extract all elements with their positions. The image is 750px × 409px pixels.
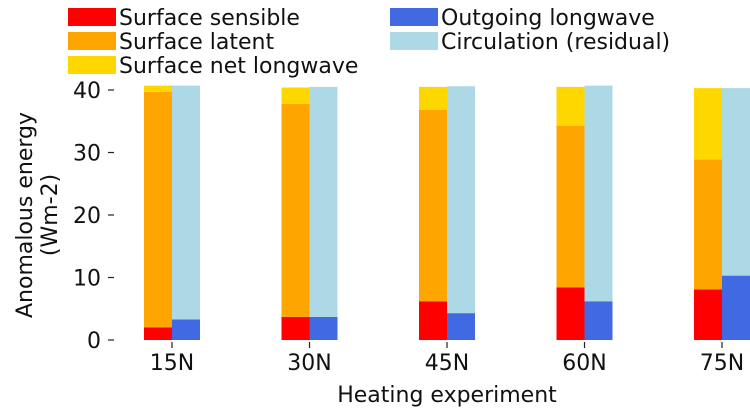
x-tick-label: 30N: [287, 351, 331, 376]
bar-surface-sensible-30n: [281, 316, 310, 340]
bar-outgoing-longwave-60n: [584, 301, 613, 340]
bar-surface-sensible-15n: [144, 327, 172, 340]
legend: Surface sensible Outgoing longwave Surface…: [68, 6, 670, 79]
bar-surface-latent-75n: [694, 159, 722, 290]
y-tick-label: 10: [73, 267, 101, 292]
bar-surface-sensible-60n: [556, 287, 585, 340]
bar-surface-net-longwave-60n: [556, 86, 585, 126]
bar-surface-latent-30n: [281, 103, 310, 317]
legend-swatch-outgoing-longwave: [390, 8, 438, 26]
y-axis-label-line2: (Wm-2): [38, 174, 63, 256]
bar-outgoing-longwave-45n: [447, 313, 475, 340]
y-tick-label: 0: [87, 329, 101, 354]
legend-swatch-surface-latent: [68, 32, 116, 50]
bar-surface-net-longwave-15n: [144, 85, 172, 92]
y-axis-label: Anomalous energy (Wm-2): [13, 112, 63, 318]
bar-circulation-residual-30n: [309, 86, 338, 317]
bar-surface-net-longwave-45n: [419, 86, 447, 110]
legend-label-surface-sensible: Surface sensible: [119, 6, 300, 31]
bar-surface-net-longwave-30n: [281, 87, 310, 104]
legend-label-surface-net-longwave: Surface net longwave: [119, 54, 358, 79]
legend-swatch-surface-sensible: [68, 8, 116, 26]
y-axis: 0 10 20 30 40: [73, 79, 114, 354]
x-tick-label: 75N: [700, 351, 744, 376]
x-axis: 15N 30N 45N 60N 75N: [150, 342, 744, 376]
bars-layer: [144, 85, 750, 340]
bar-surface-latent-15n: [144, 91, 172, 328]
bar-surface-net-longwave-75n: [694, 88, 722, 160]
legend-label-circulation-residual: Circulation (residual): [441, 30, 670, 55]
x-tick-label: 15N: [150, 351, 194, 376]
legend-label-outgoing-longwave: Outgoing longwave: [441, 6, 655, 31]
y-tick-label: 40: [73, 79, 101, 104]
bar-outgoing-longwave-15n: [172, 319, 200, 340]
x-axis-label: Heating experiment: [337, 383, 557, 408]
bar-surface-sensible-45n: [419, 301, 447, 340]
y-axis-label-line1: Anomalous energy: [13, 112, 38, 318]
legend-label-surface-latent: Surface latent: [119, 30, 275, 55]
y-tick-label: 20: [73, 204, 101, 229]
bar-surface-latent-45n: [419, 110, 447, 302]
bar-circulation-residual-15n: [172, 85, 200, 320]
bar-surface-sensible-75n: [694, 289, 722, 340]
bar-circulation-residual-60n: [584, 85, 613, 302]
bar-outgoing-longwave-75n: [722, 275, 750, 340]
x-tick-label: 45N: [425, 351, 469, 376]
bar-circulation-residual-75n: [722, 88, 750, 276]
legend-swatch-circulation-residual: [390, 32, 438, 50]
bar-circulation-residual-45n: [447, 86, 475, 314]
bar-surface-latent-60n: [556, 125, 585, 288]
x-tick-label: 60N: [562, 351, 606, 376]
bar-outgoing-longwave-30n: [309, 316, 338, 340]
y-tick-label: 30: [73, 142, 101, 167]
legend-swatch-surface-net-longwave: [68, 56, 116, 74]
